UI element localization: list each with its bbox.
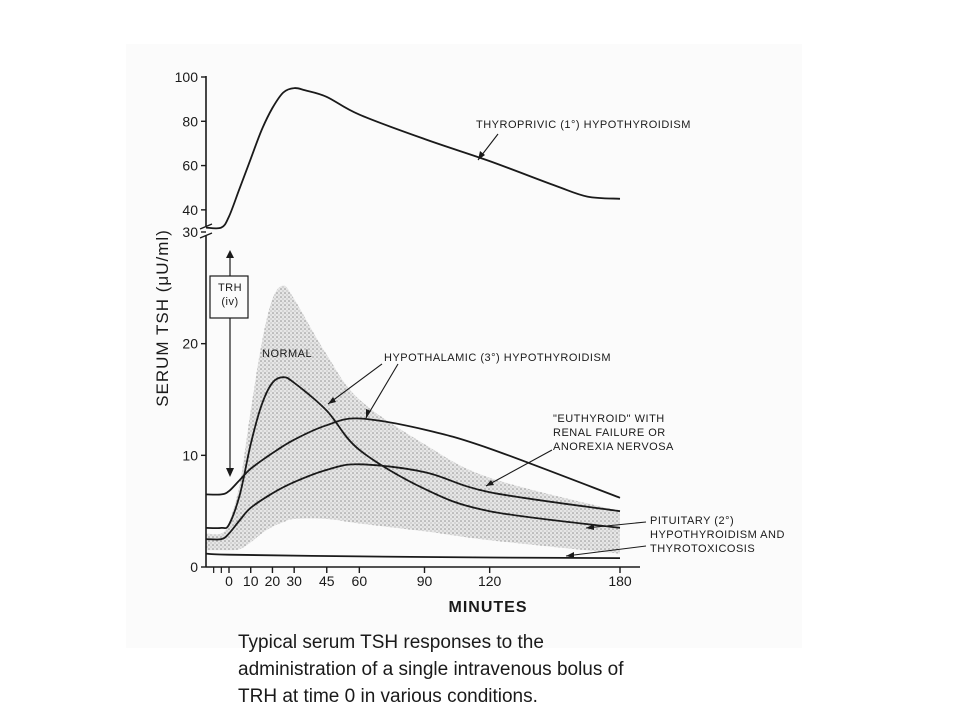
label-hypothalamic: HYPOTHALAMIC (3°) HYPOTHYROIDISM <box>384 352 611 364</box>
x-tick-label: 60 <box>352 573 368 589</box>
pituitary-curve <box>205 552 621 559</box>
arrowhead-icon <box>328 397 336 404</box>
x-tick-label: 10 <box>243 573 259 589</box>
arrow-down-icon <box>226 468 234 477</box>
y-tick-label: 40 <box>182 202 198 218</box>
hypothalamic-curve <box>205 463 621 541</box>
label-euthyroid: "EUTHYROID" WITH RENAL FAILURE OR ANOREXIA… <box>553 413 674 453</box>
arrowhead-icon <box>586 524 594 530</box>
thyroprivic-curve <box>205 87 621 230</box>
x-axis-label: MINUTES <box>449 599 528 616</box>
caption-line-2: administration of a single intravenous b… <box>238 659 624 680</box>
arrowhead-icon <box>566 552 574 558</box>
x-tick-label: 90 <box>417 573 433 589</box>
leader-euthyroid <box>485 449 553 487</box>
label-thyroprivic: THYROPRIVIC (1°) HYPOTHYROIDISM <box>476 119 691 131</box>
normal-range-band <box>206 285 620 554</box>
euthyroid-renal-curve <box>205 417 621 499</box>
arrowhead-icon <box>478 151 485 160</box>
y-tick-label: 60 <box>182 158 198 174</box>
label-pituitary: PITUITARY (2°) HYPOTHYROIDISM AND THYROTOX… <box>650 515 785 555</box>
y-tick-label: 80 <box>182 113 198 129</box>
x-tick-label: 45 <box>319 573 335 589</box>
y-tick-label: 0 <box>190 559 198 575</box>
y-axis-label: SERUM TSH (μU/ml) <box>153 229 172 407</box>
arrow-up-icon <box>226 250 234 258</box>
axis-break-mark <box>199 223 213 239</box>
x-tick-label: 30 <box>286 573 302 589</box>
arrowhead-icon <box>366 409 371 418</box>
x-tick-label: 20 <box>265 573 281 589</box>
x-tick-label: 180 <box>608 573 632 589</box>
label-trh-iv: TRH (iv) <box>218 282 242 308</box>
caption-line-1: Typical serum TSH responses to the <box>238 632 544 653</box>
leader-hypothalamic-normal <box>327 363 383 405</box>
y-tick-label: 10 <box>182 447 198 463</box>
figure-caption: Typical serum TSH responses to the admin… <box>238 629 708 710</box>
y-tick-label: 30 <box>182 224 198 240</box>
caption-line-3: TRH at time 0 in various conditions. <box>238 686 538 707</box>
normal-mean-curve <box>205 376 621 530</box>
x-tick-label: 120 <box>478 573 502 589</box>
arrowhead-icon <box>486 480 494 486</box>
label-normal: NORMAL <box>262 348 312 360</box>
y-tick-label: 20 <box>182 336 198 352</box>
y-tick-label: 100 <box>175 69 199 85</box>
leader-hypothalamic <box>365 363 399 419</box>
x-tick-label: 0 <box>225 573 233 589</box>
leader-pituitary-lower <box>565 545 647 557</box>
leader-pituitary-upper <box>585 521 647 529</box>
trh-box <box>209 275 249 319</box>
